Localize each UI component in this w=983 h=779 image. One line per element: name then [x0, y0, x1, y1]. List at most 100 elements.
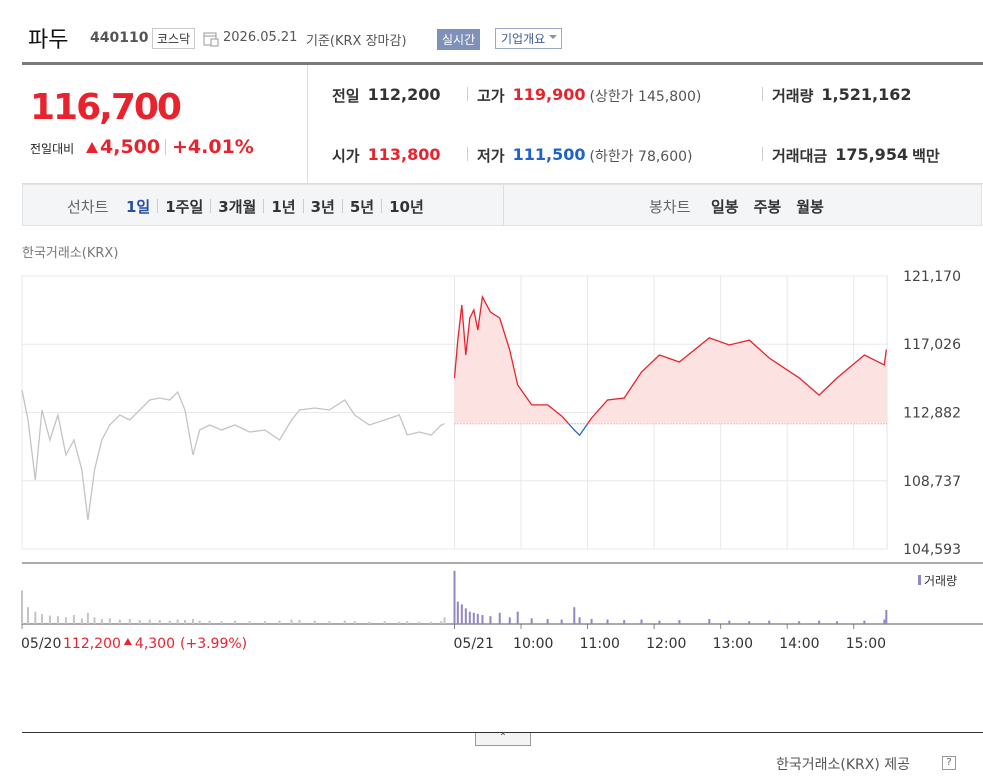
x-tick-label: 12:00 [646, 636, 686, 652]
volume-bar [64, 617, 67, 624]
volume-bar [678, 620, 681, 624]
collapse-button[interactable]: ⌃ [475, 733, 531, 746]
note-part: 4,300 [135, 636, 175, 652]
note-part: 112,200 [63, 636, 121, 652]
volume-bar [168, 620, 171, 624]
quote-value: 113,800 [367, 145, 441, 164]
price-line [21, 389, 445, 521]
volume-bar [546, 618, 549, 624]
period-tab[interactable]: 3개월 [218, 198, 257, 216]
quote-note: (상한가 145,800) [589, 89, 702, 105]
x-tick-label: 13:00 [713, 636, 753, 652]
line-chart-label: 선차트 [67, 198, 109, 216]
period-tab[interactable]: 1일 [126, 198, 151, 216]
separator [302, 199, 304, 213]
quote-label: 거래대금 [772, 147, 828, 165]
x-tick-label: 05/20 [21, 636, 61, 652]
volume-bar [80, 618, 83, 624]
volume-bar [443, 617, 446, 624]
period-tab[interactable]: 10년 [389, 198, 424, 216]
volume-bar [476, 613, 479, 624]
volume-bar [148, 619, 151, 624]
price-panel [22, 65, 308, 183]
period-tab[interactable]: 5년 [349, 198, 375, 216]
volume-bar [863, 620, 866, 624]
volume-bar [658, 620, 661, 624]
dropdown-arrow [549, 35, 558, 43]
volume-bar [430, 621, 433, 624]
volume-bar [248, 621, 251, 624]
candle-tab[interactable]: 월봉 [796, 198, 824, 216]
up-arrow [123, 638, 132, 645]
volume-bar [623, 620, 626, 624]
quote-value: 111,500 [512, 145, 586, 164]
volume-bar [290, 619, 293, 624]
volume-bar [313, 620, 316, 624]
volume-bar [453, 570, 456, 624]
period-tab[interactable]: 1년 [271, 198, 296, 216]
volume-bar [343, 620, 346, 624]
y-tick-label: 117,026 [903, 337, 961, 353]
footer: 한국거래소(KRX) 제공 [776, 757, 911, 773]
volume-bar [406, 621, 409, 624]
volume-bar [118, 619, 121, 624]
separator [341, 199, 343, 213]
volume-bar [34, 611, 37, 624]
volume-bar [383, 621, 386, 624]
volume-bar [26, 607, 29, 624]
x-tick-label: 11:00 [580, 636, 620, 652]
volume-bar [86, 612, 89, 624]
quote-label: 시가 [332, 147, 360, 165]
prev-close-note: 112,200 4,300 (+3.99%) [63, 636, 247, 652]
x-tick-label: 15:00 [846, 636, 886, 652]
volume-bar [158, 620, 161, 624]
market-badge: 코스닥 [152, 28, 196, 49]
volume-bar [885, 610, 888, 624]
realtime-button[interactable]: 실시간 [437, 29, 481, 50]
separator [762, 87, 763, 101]
volume-bar [100, 618, 103, 624]
y-tick-label: 104,593 [903, 542, 961, 558]
calendar-icon [203, 32, 219, 47]
volume-bar [606, 619, 609, 624]
volume-bar [530, 618, 533, 624]
basis: 기준(KRX 장마감) [306, 34, 407, 49]
separator [503, 185, 504, 225]
volume-bar [48, 615, 51, 624]
volume-bar [353, 621, 356, 624]
x-tick-label: 14:00 [779, 636, 819, 652]
volume-bar [460, 604, 463, 624]
tab-bar: 선차트 봉차트 1일 1주일 3개월 1년 3년 5년 10년 일봉 주봉 월봉 [22, 184, 982, 226]
candle-tab[interactable]: 일봉 [711, 198, 739, 216]
volume-bar [184, 620, 187, 624]
volume-bar [590, 618, 593, 624]
change-label: 전일대비 [30, 142, 75, 156]
help-button[interactable]: ? [942, 756, 956, 770]
volume-bar [464, 608, 467, 624]
volume-bar [468, 611, 471, 624]
change-pct: +4.01% [172, 136, 254, 158]
candle-tab[interactable]: 주봉 [753, 198, 782, 216]
volume-bar [328, 621, 331, 624]
volume-bar [456, 601, 459, 624]
candle-chart-label: 봉차트 [649, 198, 691, 216]
stock-code: 440110 [90, 30, 149, 46]
company-info-button[interactable]: 기업개요 [495, 28, 563, 49]
quote-note: (하한가 78,600) [589, 149, 693, 165]
y-tick-label: 108,737 [903, 474, 961, 490]
volume-legend-swatch [918, 575, 921, 585]
volume-bar [498, 612, 501, 624]
volume-bar [198, 620, 201, 624]
volume-bar [176, 619, 179, 624]
volume-bar [108, 618, 111, 624]
volume-bar [220, 621, 223, 624]
x-tick-label: 10:00 [513, 636, 553, 652]
note-part: (+3.99%) [180, 636, 247, 652]
quote-label: 저가 [477, 147, 505, 165]
quote-value: 112,200 [367, 85, 441, 104]
period-tab[interactable]: 1주일 [165, 198, 204, 216]
volume-bar [798, 621, 801, 624]
period-tab[interactable]: 3년 [310, 198, 335, 216]
